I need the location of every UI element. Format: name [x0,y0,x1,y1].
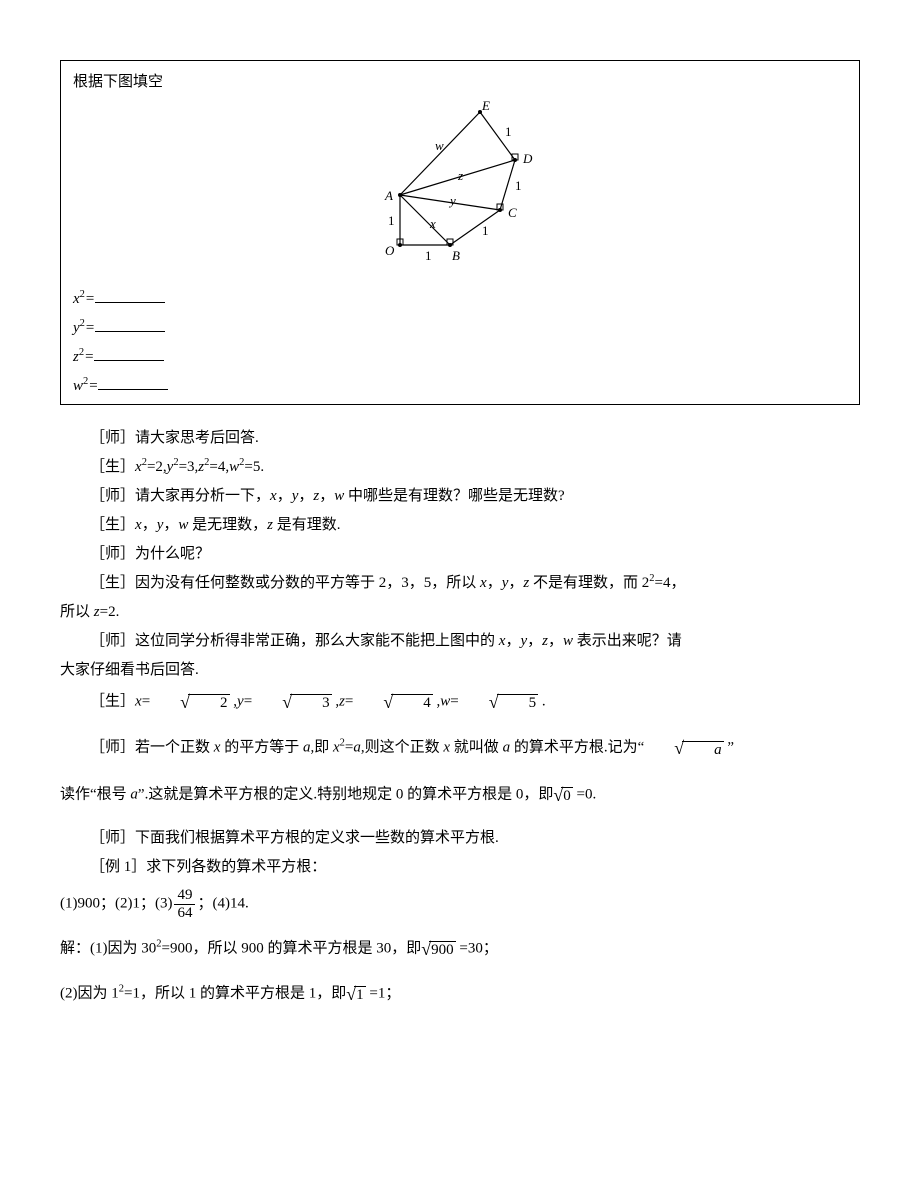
svg-text:1: 1 [482,223,489,238]
exercise-box: 根据下图填空 1 1 x 1 y 1 z 1 w A O B C D E x2=y2=z2=w2= [60,60,860,405]
svg-text:C: C [508,205,517,220]
dialogue-line: ［生］因为没有任何整数或分数的平方等于 2，3，5，所以 x，y，z 不是有理数… [60,570,860,597]
solution-1: 解：(1)因为 302=900，所以 900 的算术平方根是 30，即√900 … [60,933,860,965]
blank-equations: x2=y2=z2=w2= [73,286,847,400]
svg-text:w: w [435,138,444,153]
definition-line-b: 读作“根号 a”.这就是算术平方根的定义.特别地规定 0 的算术平方根是 0，即… [60,779,860,811]
svg-text:D: D [522,151,533,166]
dialogue-line: ［生］x，y，w 是无理数，z 是有理数. [60,512,860,539]
svg-text:1: 1 [388,213,395,228]
spiral-diagram: 1 1 x 1 y 1 z 1 w A O B C D E [73,100,847,280]
blank-row: y2= [73,315,847,342]
dialogue-line: ［师］请大家再分析一下，x，y，z，w 中哪些是有理数？哪些是无理数? [60,483,860,510]
box-title: 根据下图填空 [73,69,847,96]
so-z-line: 所以 z=2. [60,599,860,626]
svg-text:A: A [384,188,393,203]
svg-text:y: y [448,193,456,208]
svg-text:B: B [452,248,460,263]
fraction-49-64: 4964 [174,887,195,921]
definition-line-a: ［师］若一个正数 x 的平方等于 a,即 x2=a,则这个正数 x 就叫做 a … [60,732,860,764]
dialogue-line: ［师］为什么呢？ [60,541,860,568]
example-items: (1)900；(2)1；(3)4964；(4)14. [60,887,860,921]
svg-text:x: x [429,216,436,231]
blank-row: w2= [73,373,847,400]
dialogue-line: ［师］请大家思考后回答. [60,425,860,452]
example-intro: ［师］下面我们根据算术平方根的定义求一些数的算术平方根. [60,825,860,852]
teacher-line-2b: 大家仔细看书后回答. [60,657,860,684]
svg-text:1: 1 [505,124,512,139]
svg-text:O: O [385,243,395,258]
svg-text:1: 1 [515,178,522,193]
dialogue-block: ［师］请大家思考后回答.［生］x2=2,y2=3,z2=4,w2=5.［师］请大… [60,425,860,597]
svg-text:E: E [481,100,490,113]
example-title: ［例 1］求下列各数的算术平方根： [60,854,860,881]
student-sqrt-line: ［生］x=√2 ,y=√3 ,z=√4 ,w=√5 . [60,686,860,718]
diagram-svg: 1 1 x 1 y 1 z 1 w A O B C D E [330,100,590,270]
solution-2: (2)因为 12=1，所以 1 的算术平方根是 1，即√1 =1； [60,978,860,1010]
blank-row: x2= [73,286,847,313]
svg-text:1: 1 [425,248,432,263]
blank-row: z2= [73,344,847,371]
svg-text:z: z [457,168,463,183]
teacher-line-2a: ［师］这位同学分析得非常正确，那么大家能不能把上图中的 x，y，z，w 表示出来… [60,628,860,655]
dialogue-line: ［生］x2=2,y2=3,z2=4,w2=5. [60,454,860,481]
